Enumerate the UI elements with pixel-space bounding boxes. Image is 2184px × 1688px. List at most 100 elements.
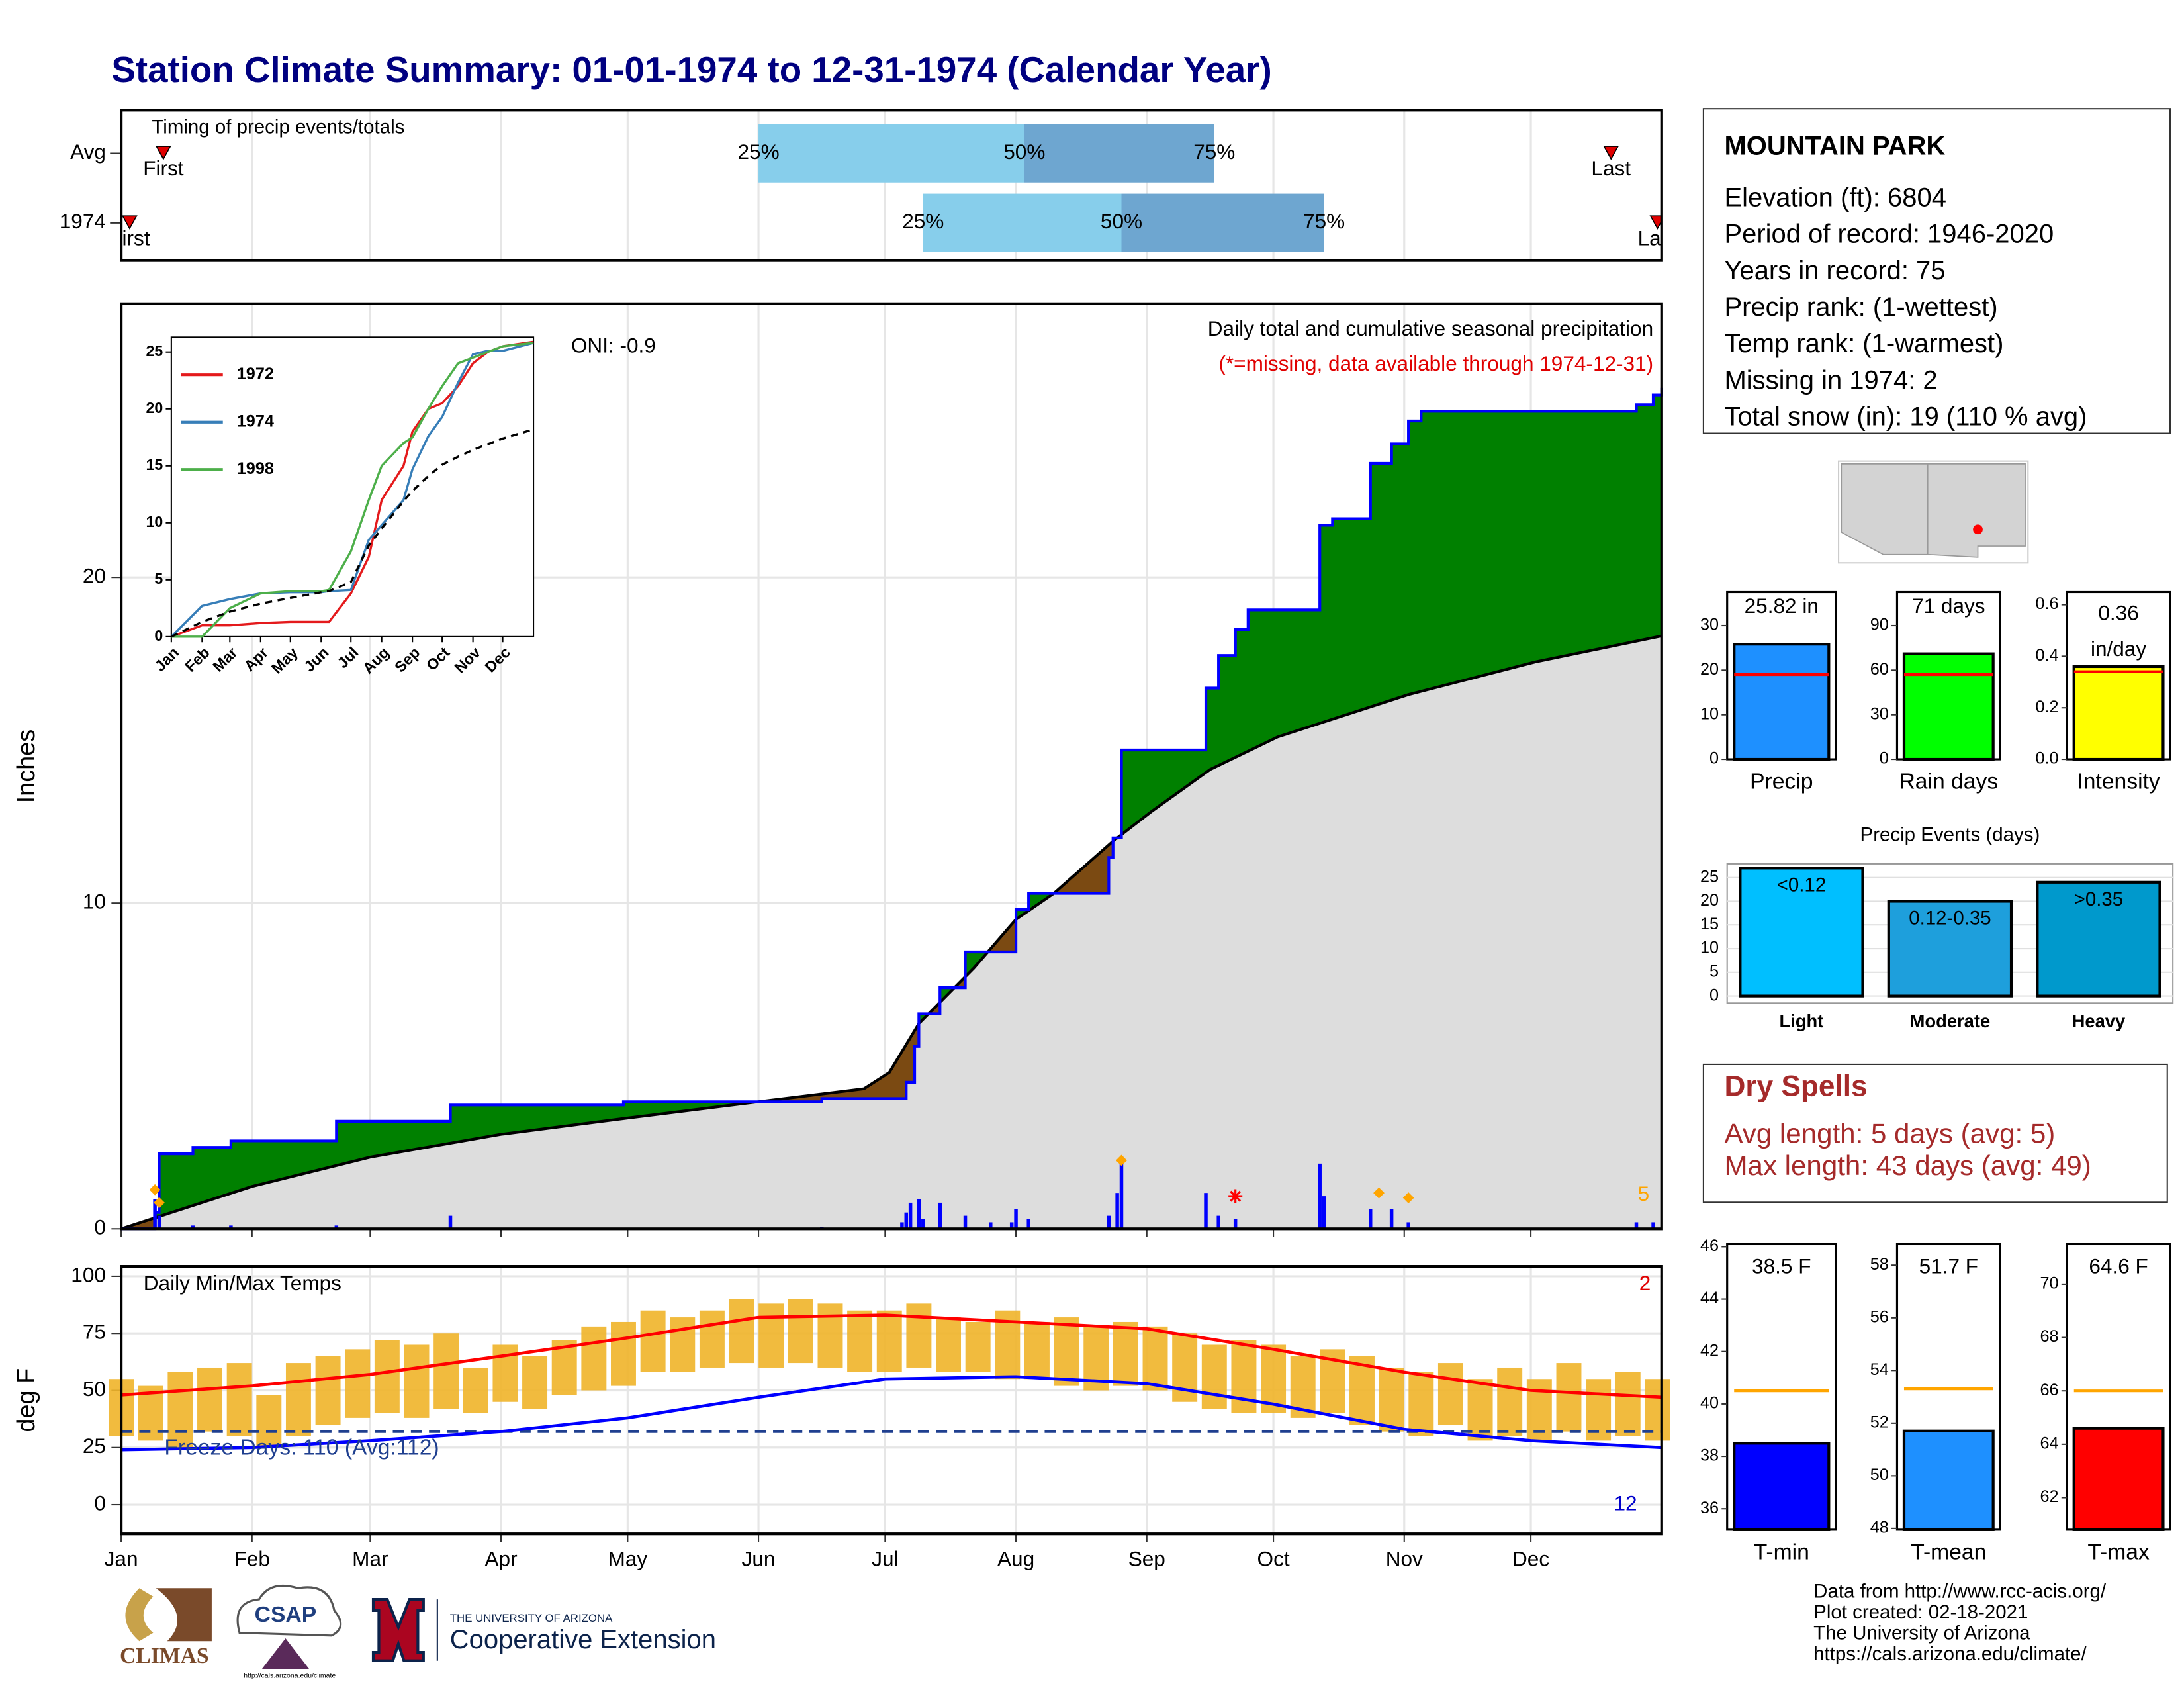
y-tick-label: 25 (83, 1434, 106, 1458)
x-tick-label: Nov (1386, 1547, 1423, 1571)
bar (1739, 867, 1864, 998)
daily-bar (1651, 1222, 1655, 1229)
temp-range-bar (965, 1321, 991, 1372)
daily-bar (900, 1222, 904, 1229)
row-label: Avg (70, 140, 106, 164)
value-label: 25.82 in (1745, 594, 1819, 618)
y-tick-label: 20 (83, 564, 106, 588)
y-tick-label: 0.4 (2035, 646, 2058, 665)
category-label: Rain days (1899, 770, 1998, 794)
daily-bar (1233, 1219, 1238, 1229)
value-label: 0.36 (2098, 601, 2138, 625)
temp-range-bar (167, 1372, 193, 1448)
category-label: Moderate (1910, 1011, 1991, 1031)
dry-spells-info: Avg length: 5 days (avg: 5) (1724, 1117, 2055, 1149)
temp-range-bar (847, 1310, 873, 1372)
footer-line: The University of Arizona (1813, 1622, 2030, 1644)
quartile-label: 25% (902, 209, 944, 233)
page-title: Station Climate Summary: 01-01-1974 to 1… (111, 49, 1271, 90)
snow-marker (149, 1184, 161, 1196)
snow-marker (154, 1197, 165, 1209)
y-tick-label: 5 (154, 570, 163, 587)
footer-line: Plot created: 02-18-2021 (1813, 1601, 2028, 1623)
value-label: 71 days (1912, 594, 1985, 618)
bar (1902, 652, 1995, 761)
quartile-label: 50% (1101, 209, 1142, 233)
bar-label: 0.12-0.35 (1909, 908, 1991, 929)
temp-range-bar (404, 1344, 430, 1418)
temp-range-bar (463, 1367, 488, 1413)
temp-range-bar (285, 1363, 311, 1436)
temp-range-bar (1615, 1372, 1641, 1436)
bar (2072, 1427, 2165, 1531)
y-tick-label: 20 (1700, 660, 1719, 679)
station-info: Precip rank: (1-wettest) (1724, 293, 1997, 322)
y-tick-label: 66 (2040, 1381, 2058, 1399)
y-tick-label: 48 (1870, 1519, 1889, 1537)
y-tick-label: 50 (1870, 1466, 1889, 1484)
daily-bar (938, 1202, 942, 1229)
quartile-bar (1024, 124, 1214, 183)
bar (1733, 1442, 1831, 1531)
y-tick-label: 0.0 (2035, 749, 2058, 768)
y-tick-label: 0 (94, 1215, 106, 1239)
y-axis-title: deg F (13, 1368, 40, 1432)
daily-bar (1216, 1215, 1220, 1229)
daily-bar (191, 1225, 195, 1229)
category-label: T-min (1754, 1540, 1809, 1565)
x-tick-label: Sep (1128, 1547, 1165, 1571)
temp-range-bar (876, 1310, 902, 1372)
temp-range-bar (699, 1310, 725, 1368)
footer-line: https://cals.arizona.edu/climate/ (1813, 1643, 2087, 1665)
series-line (171, 428, 534, 638)
y-tick-label: 68 (2040, 1327, 2058, 1346)
daily-bar (1115, 1193, 1119, 1229)
event-label: Last (1591, 156, 1631, 180)
daily-bar (448, 1215, 453, 1229)
y-tick-label: 46 (1700, 1237, 1719, 1255)
snow-marker (1402, 1192, 1414, 1203)
y-tick-label: 10 (146, 513, 163, 530)
daily-bar (921, 1219, 925, 1229)
station-info: Temp rank: (1-warmest) (1724, 329, 2003, 358)
bar (2072, 665, 2165, 761)
y-tick-label: 20 (1700, 891, 1719, 910)
x-tick-label: Jul (872, 1547, 898, 1571)
timing-label: Timing of precip events/totals (152, 116, 404, 138)
temp-range-bar (1497, 1367, 1523, 1436)
station-info: Total snow (in): 19 (110 % avg) (1724, 402, 2087, 431)
quartile-label: 25% (737, 140, 779, 164)
station-info: Elevation (ft): 6804 (1724, 183, 1946, 212)
freeze-label: Freeze Days: 110 (Avg:112) (164, 1436, 439, 1460)
value-label: 38.5 F (1752, 1254, 1811, 1278)
y-tick-label: 52 (1870, 1413, 1889, 1432)
dry-spells-info: Max length: 43 days (avg: 49) (1724, 1150, 2091, 1181)
daily-bar (157, 1215, 161, 1229)
legend-label: 1972 (237, 365, 274, 383)
daily-bar (904, 1212, 908, 1229)
cold-count: 12 (1614, 1491, 1637, 1515)
y-tick-label: 90 (1870, 616, 1889, 634)
event-label: First (143, 156, 184, 180)
daily-bar (229, 1225, 233, 1229)
coop-extension: Cooperative Extension (450, 1625, 716, 1654)
temp-range-bar (345, 1349, 371, 1418)
value-label: 64.6 F (2089, 1254, 2148, 1278)
station-box (1702, 108, 2171, 434)
category-label: Intensity (2077, 770, 2160, 794)
temp-range-bar (197, 1367, 222, 1432)
legend-label: 1974 (237, 412, 274, 430)
x-tick-label: Jun (742, 1547, 776, 1571)
y-tick-label: 25 (146, 342, 163, 359)
y-tick-label: 0 (1880, 749, 1889, 768)
y-tick-label: 64 (2040, 1434, 2058, 1453)
y-tick-label: 42 (1700, 1341, 1719, 1360)
y-axis-title: Inches (13, 729, 40, 804)
temp-range-bar (226, 1363, 252, 1436)
missing-note: (*=missing, data available through 1974-… (1218, 352, 1653, 375)
y-tick-label: 15 (146, 456, 163, 473)
category-label: Precip (1750, 770, 1813, 794)
event-marker (121, 215, 138, 230)
timing-rows: 25% 50% 75% First Last 25% 50% 75% First Last (121, 124, 1662, 252)
